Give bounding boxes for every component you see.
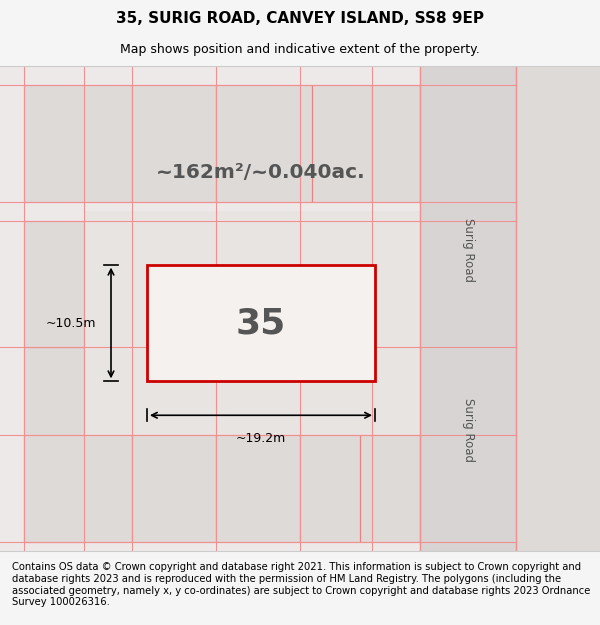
- Text: ~19.2m: ~19.2m: [236, 432, 286, 445]
- Bar: [516, 66, 600, 551]
- Bar: [216, 435, 300, 541]
- Text: Map shows position and indicative extent of the property.: Map shows position and indicative extent…: [120, 42, 480, 56]
- Bar: [132, 435, 216, 541]
- Text: Surig Road: Surig Road: [461, 398, 475, 462]
- FancyBboxPatch shape: [0, 66, 600, 551]
- Bar: [24, 221, 84, 348]
- Text: Contains OS data © Crown copyright and database right 2021. This information is : Contains OS data © Crown copyright and d…: [12, 562, 590, 607]
- Text: ~162m²/~0.040ac.: ~162m²/~0.040ac.: [156, 163, 366, 182]
- Bar: [24, 85, 132, 202]
- Text: Surig Road: Surig Road: [461, 218, 475, 282]
- Bar: [312, 85, 372, 202]
- Bar: [420, 66, 516, 551]
- Bar: [360, 435, 420, 541]
- Bar: [24, 435, 132, 541]
- Bar: [24, 348, 84, 541]
- Bar: [84, 211, 420, 541]
- Bar: [300, 435, 360, 541]
- Bar: [216, 85, 312, 202]
- Bar: [372, 85, 420, 202]
- Bar: [132, 85, 216, 202]
- Text: ~10.5m: ~10.5m: [46, 316, 96, 329]
- Text: 35, SURIG ROAD, CANVEY ISLAND, SS8 9EP: 35, SURIG ROAD, CANVEY ISLAND, SS8 9EP: [116, 11, 484, 26]
- Bar: [147, 265, 375, 381]
- Text: 35: 35: [236, 306, 286, 340]
